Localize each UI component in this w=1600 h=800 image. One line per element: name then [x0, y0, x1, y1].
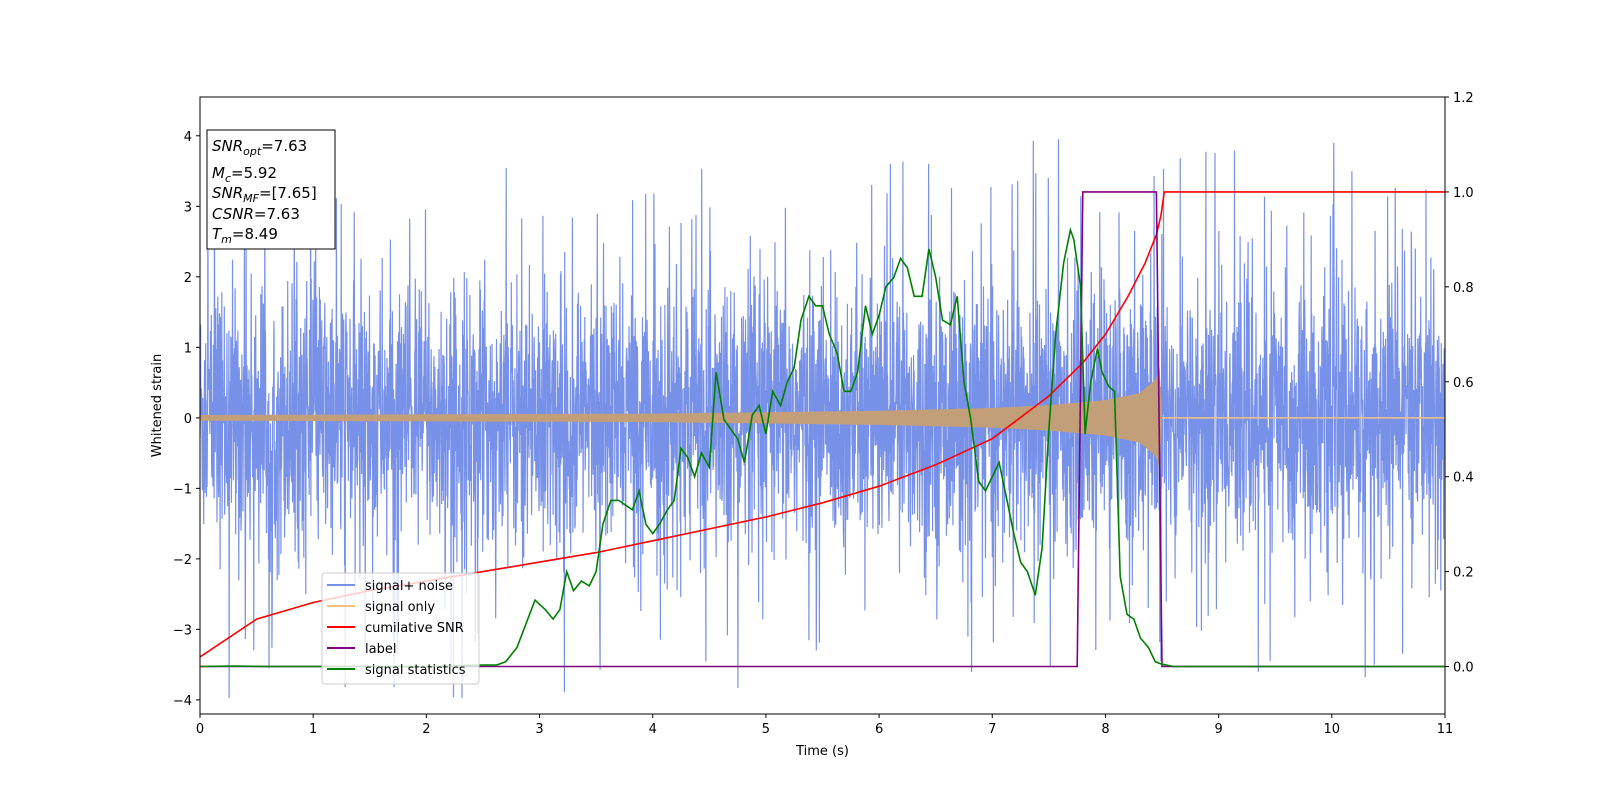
y-right-tick-label: 1.0 — [1453, 186, 1474, 201]
y-right-tick-label: 0.8 — [1453, 281, 1474, 296]
annotation-mc: Mc=5.92 — [212, 164, 277, 185]
legend-frame — [321, 572, 480, 685]
y-left-tick-label: 0 — [184, 412, 192, 427]
y-right-tick-label: 0.0 — [1453, 661, 1474, 676]
legend: signal+ noise signal only cumilative SNR la… — [321, 572, 480, 685]
y-right-tick-label: 0.4 — [1453, 471, 1474, 486]
x-tick-label: 2 — [422, 722, 430, 737]
annotation-tm: Tm=8.49 — [212, 225, 278, 246]
legend-label: label — [365, 642, 396, 657]
x-tick-label: 11 — [1437, 722, 1454, 737]
x-axis: 0 1 2 3 4 5 6 7 8 9 10 11 — [196, 714, 1453, 737]
series-signal-statistics — [200, 226, 1445, 668]
y-axis-label: Whitened strain — [150, 354, 165, 457]
annotation-box: SNRopt=7.63 Mc=5.92 SNRMF=[7.65] CSNR=7.… — [206, 129, 336, 250]
y-left-tick-label: −4 — [173, 694, 192, 709]
y-right-tick-label: 1.2 — [1453, 91, 1474, 106]
y-left-tick-label: −3 — [173, 623, 192, 638]
legend-label: signal+ noise — [365, 579, 453, 594]
x-tick-label: 10 — [1324, 722, 1341, 737]
annotation-snr-opt: SNRopt=7.63 — [212, 137, 307, 158]
chirp-fill — [200, 366, 1162, 469]
annotation-snr-mf: SNRMF=[7.65] — [212, 184, 317, 205]
y-right-tick-label: 0.6 — [1453, 376, 1474, 391]
x-tick-label: 0 — [196, 722, 204, 737]
series-signal-only — [200, 366, 1445, 469]
x-tick-label: 5 — [762, 722, 770, 737]
x-tick-label: 3 — [535, 722, 543, 737]
annotation-csnr: CSNR=7.63 — [212, 205, 300, 223]
plot-frame — [199, 96, 1446, 715]
noise-line — [200, 138, 1445, 699]
x-tick-label: 4 — [649, 722, 657, 737]
x-tick-label: 1 — [309, 722, 317, 737]
y-left-tick-label: 1 — [184, 341, 192, 356]
y-left-tick-label: −1 — [173, 482, 192, 497]
x-tick-label: 7 — [988, 722, 996, 737]
series-signal-noise — [200, 138, 1445, 699]
legend-label: signal statistics — [365, 663, 466, 678]
legend-label: signal only — [365, 600, 435, 615]
y-left-tick-label: 4 — [184, 130, 192, 145]
x-axis-label: Time (s) — [795, 744, 849, 759]
y-right-tick-label: 0.2 — [1453, 566, 1474, 581]
x-tick-label: 6 — [875, 722, 883, 737]
legend-label: cumilative SNR — [365, 621, 464, 636]
y-axis-left: −4 −3 −2 −1 0 1 2 3 4 — [173, 130, 200, 709]
x-tick-label: 8 — [1101, 722, 1109, 737]
x-tick-label: 9 — [1214, 722, 1222, 737]
y-left-tick-label: −2 — [173, 553, 192, 568]
y-left-tick-label: 3 — [184, 200, 192, 215]
y-axis-right: 0.0 0.2 0.4 0.6 0.8 1.0 1.2 — [1445, 91, 1474, 676]
y-left-tick-label: 2 — [184, 271, 192, 286]
